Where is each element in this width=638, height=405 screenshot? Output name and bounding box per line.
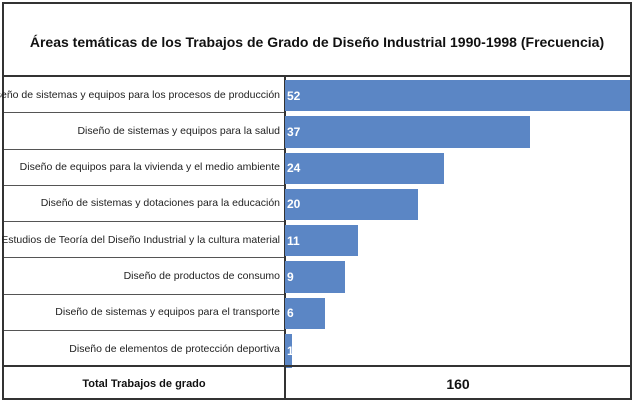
chart-title: Áreas temáticas de los Trabajos de Grado… bbox=[4, 4, 630, 77]
category-label: Diseño de sistemas y dotaciones para la … bbox=[4, 186, 284, 222]
category-label: Diseño de sistemas y equipos para la sal… bbox=[4, 113, 284, 150]
bar bbox=[285, 297, 325, 329]
category-label: Diseño de elementos de protección deport… bbox=[69, 342, 280, 355]
bar bbox=[285, 225, 358, 257]
data-label: 1 bbox=[287, 343, 294, 358]
chart-table: Áreas temáticas de los Trabajos de Grado… bbox=[0, 2, 632, 400]
total-row: Total Trabajos de grado 160 bbox=[4, 365, 630, 400]
total-label: Total Trabajos de grado bbox=[4, 367, 286, 400]
category-label: Diseño de sistemas y equipos para los pr… bbox=[0, 77, 284, 114]
data-label: 6 bbox=[287, 306, 294, 321]
bar bbox=[285, 261, 345, 293]
category-label: Diseño de equipos para la vivienda y el … bbox=[4, 150, 284, 186]
data-label: 37 bbox=[287, 124, 301, 139]
bar bbox=[285, 333, 292, 368]
category-label: Diseño de sistemas y equipos para el tra… bbox=[4, 295, 284, 331]
bar bbox=[285, 188, 418, 220]
category-column: Diseño de sistemas y equipos para los pr… bbox=[0, 77, 286, 367]
data-label: 24 bbox=[287, 161, 301, 176]
category-label: Diseño de productos de consumo bbox=[4, 258, 284, 295]
data-label: 20 bbox=[287, 197, 301, 212]
data-label: 11 bbox=[287, 233, 300, 248]
data-label: 9 bbox=[287, 269, 294, 284]
plot-area: 52 37 24 20 11 9 6 1 bbox=[285, 77, 630, 368]
category-label: Estudios de Teoría del Diseño Industrial… bbox=[1, 222, 284, 259]
data-label: 52 bbox=[287, 88, 301, 103]
bar bbox=[285, 152, 445, 184]
bar bbox=[285, 116, 531, 148]
total-value: 160 bbox=[446, 375, 470, 392]
bar bbox=[285, 80, 630, 112]
